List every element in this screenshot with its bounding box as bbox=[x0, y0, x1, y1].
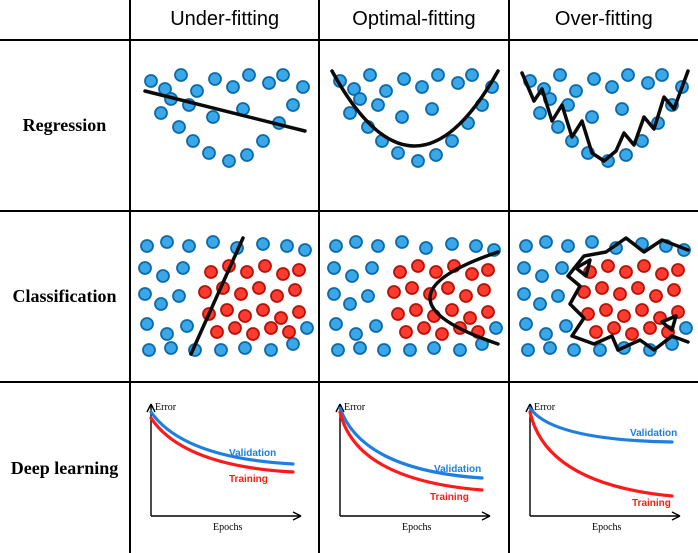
svg-text:Validation: Validation bbox=[434, 464, 481, 475]
plot-regression-over bbox=[509, 40, 698, 211]
col-header-optimal: Optimal-fitting bbox=[319, 0, 508, 40]
svg-text:Error: Error bbox=[344, 402, 366, 413]
row-header-classification: Classification bbox=[0, 211, 130, 382]
svg-text:Error: Error bbox=[155, 402, 177, 413]
plot-dl-over: Error Epochs Validation Training bbox=[509, 382, 698, 553]
svg-text:Error: Error bbox=[534, 402, 556, 413]
plot-regression-under bbox=[130, 40, 319, 211]
svg-text:Epochs: Epochs bbox=[592, 522, 622, 533]
row-header-deeplearning: Deep learning bbox=[0, 382, 130, 553]
svg-text:Training: Training bbox=[632, 498, 671, 509]
svg-text:Epochs: Epochs bbox=[213, 522, 243, 533]
col-header-over: Over-fitting bbox=[509, 0, 698, 40]
fitting-grid: Under-fitting Optimal-fitting Over-fitti… bbox=[0, 0, 698, 553]
svg-text:Epochs: Epochs bbox=[402, 522, 432, 533]
corner-cell bbox=[0, 0, 130, 40]
plot-classification-optimal bbox=[319, 211, 508, 382]
svg-text:Validation: Validation bbox=[229, 448, 276, 459]
plot-regression-optimal bbox=[319, 40, 508, 211]
plot-dl-optimal: Error Epochs Validation Training bbox=[319, 382, 508, 553]
svg-text:Training: Training bbox=[430, 492, 469, 503]
plot-classification-over bbox=[509, 211, 698, 382]
plot-classification-under bbox=[130, 211, 319, 382]
row-header-regression: Regression bbox=[0, 40, 130, 211]
plot-dl-under: Error Epochs Validation Training bbox=[130, 382, 319, 553]
svg-text:Training: Training bbox=[229, 474, 268, 485]
svg-text:Validation: Validation bbox=[630, 428, 677, 439]
col-header-under: Under-fitting bbox=[130, 0, 319, 40]
